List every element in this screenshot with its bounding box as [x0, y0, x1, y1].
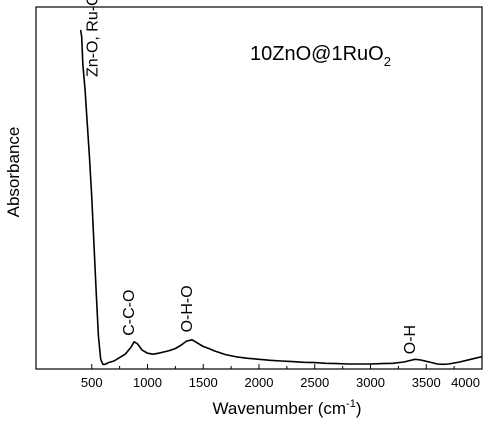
x-tick-label: 2000: [245, 375, 274, 390]
x-axis-label-suffix: ): [356, 399, 362, 418]
x-tick-label: 3500: [412, 375, 441, 390]
x-tick-label: 3000: [356, 375, 385, 390]
x-axis-label-superscript: -1: [346, 398, 356, 410]
x-tick-label: 2500: [300, 375, 329, 390]
spectrum-line: [79, 29, 483, 366]
chart-title: 10ZnO@1RuO2: [250, 43, 391, 69]
x-tick-label: 1000: [133, 375, 162, 390]
chart-title-subscript: 2: [384, 54, 391, 69]
peak-annotation: O-H-O: [179, 285, 196, 332]
x-tick-label: 1500: [189, 375, 218, 390]
peak-annotations: Zn-O, Ru-O C-C-O O-H-O O-H: [84, 0, 419, 354]
y-axis-label: Absorbance: [4, 127, 23, 218]
x-axis-ticks: 500 1000 1500 2000 2500 3000 3500 4000: [81, 364, 483, 390]
peak-annotation: Zn-O, Ru-O: [84, 0, 101, 77]
x-tick-label: 4000: [451, 375, 480, 390]
x-tick-label: 500: [81, 375, 103, 390]
peak-annotation: C-C-O: [121, 290, 138, 336]
x-axis-label: Wavenumber (cm-1): [213, 398, 362, 418]
peak-annotation: O-H: [402, 325, 419, 354]
